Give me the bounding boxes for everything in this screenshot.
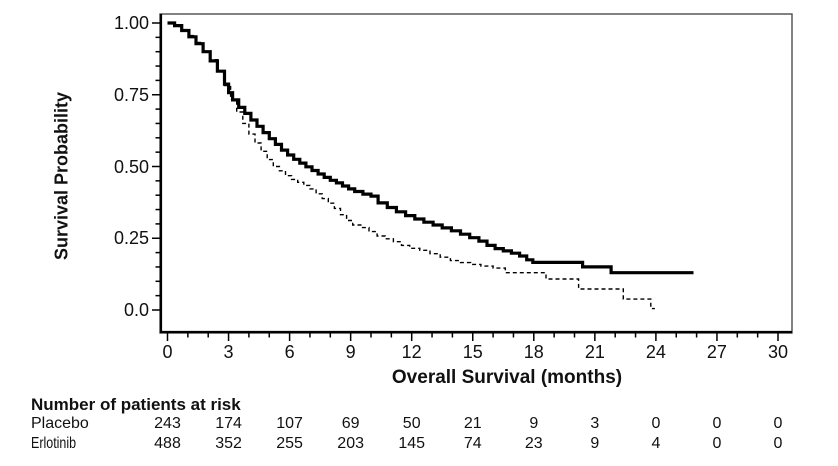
risk-value: 0 — [712, 435, 722, 452]
y-tick-label: 0.25 — [113, 228, 149, 249]
risk-value: 243 — [154, 415, 181, 432]
y-axis-title: Survival Probability — [51, 91, 72, 261]
x-tick-label: 24 — [645, 342, 666, 362]
x-tick-label: 3 — [223, 342, 234, 362]
risk-value: 50 — [402, 415, 421, 432]
risk-value: 145 — [398, 435, 426, 452]
risk-row-label-placebo: Placebo — [31, 415, 89, 432]
risk-value: 0 — [651, 415, 661, 432]
x-tick-label: 21 — [584, 342, 605, 362]
risk-value: 0 — [773, 415, 783, 432]
y-tick-label: 1.00 — [113, 13, 149, 33]
risk-value: 74 — [463, 435, 482, 452]
risk-value: 3 — [590, 415, 600, 432]
risk-value: 352 — [215, 435, 242, 452]
x-tick-label: 12 — [401, 342, 422, 362]
risk-value: 255 — [276, 435, 303, 452]
risk-value: 69 — [341, 415, 360, 432]
x-tick-label: 0 — [162, 342, 173, 362]
x-tick-label: 15 — [462, 342, 483, 362]
x-axis-title: Overall Survival (months) — [391, 367, 623, 388]
risk-value: 0 — [773, 435, 783, 452]
risk-value: 174 — [215, 415, 242, 432]
x-tick-label: 18 — [523, 342, 544, 362]
risk-value: 0 — [712, 415, 722, 432]
risk-value: 21 — [463, 415, 482, 432]
y-tick-label: 0.50 — [113, 156, 149, 177]
x-tick-label: 9 — [345, 342, 356, 362]
risk-value: 9 — [590, 435, 600, 452]
y-tick-label: 0.75 — [113, 84, 149, 105]
x-tick-label: 30 — [767, 342, 789, 362]
risk-value: 107 — [276, 415, 303, 432]
risk-value: 203 — [337, 435, 364, 452]
risk-value: 23 — [524, 435, 543, 452]
risk-value: 4 — [651, 435, 661, 452]
risk-table-title: Number of patients at risk — [31, 395, 241, 414]
risk-value: 488 — [154, 435, 181, 452]
x-tick-label: 6 — [284, 342, 295, 362]
risk-row-label-erlotinib: Erlotinib — [31, 435, 77, 452]
risk-value: 9 — [529, 415, 539, 432]
y-tick-label: 0.0 — [123, 300, 149, 320]
plot-frame — [159, 13, 793, 334]
erlotinib-curve — [167, 21, 694, 275]
x-tick-label: 27 — [706, 342, 727, 362]
